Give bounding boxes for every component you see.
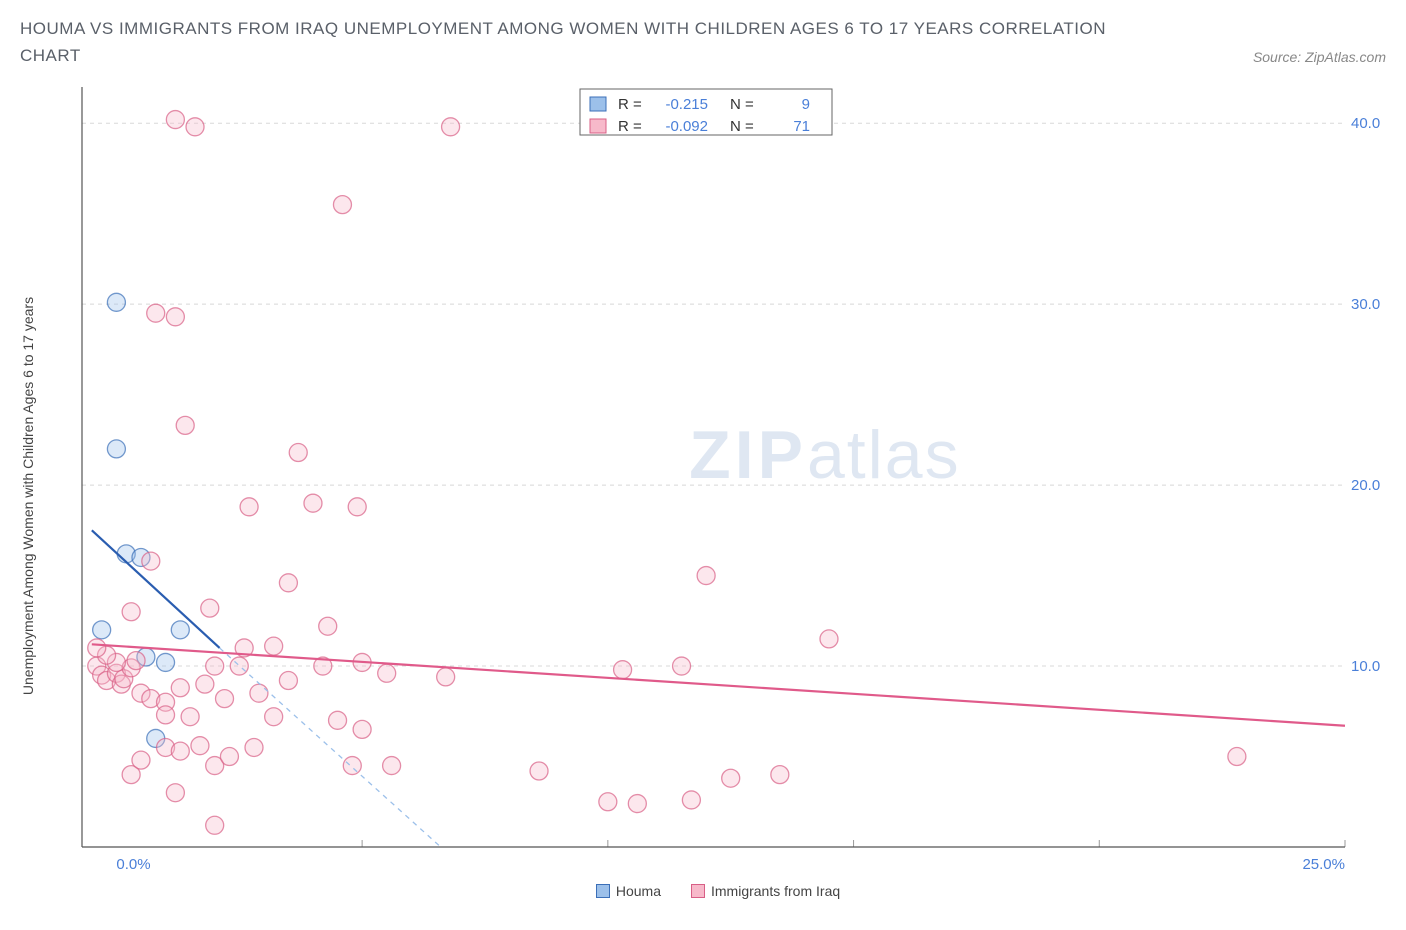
data-point [191,737,209,755]
data-point [614,661,632,679]
data-point [181,708,199,726]
data-point [230,657,248,675]
data-point [142,552,160,570]
data-point [122,603,140,621]
data-point [88,639,106,657]
data-point [93,621,111,639]
x-tick-label: 0.0% [116,856,150,873]
data-point [157,706,175,724]
bottom-legend: Houma Immigrants from Iraq [50,883,1386,899]
data-point [166,111,184,129]
data-point [378,665,396,683]
data-point [289,444,307,462]
data-point [771,766,789,784]
stats-n-label: N = [730,96,754,113]
source-label: Source: [1253,49,1305,65]
stats-r-label: R = [618,118,642,135]
data-point [171,679,189,697]
stats-r-value: -0.215 [665,96,708,113]
legend-swatch [596,884,610,898]
y-tick-label: 10.0% [1351,658,1380,675]
data-point [186,118,204,136]
data-point [333,196,351,214]
data-point [722,770,740,788]
y-tick-label: 20.0% [1351,477,1380,494]
legend-label: Immigrants from Iraq [711,883,840,899]
legend-item: Immigrants from Iraq [691,883,840,899]
source-name: ZipAtlas.com [1305,49,1386,65]
stats-r-value: -0.092 [665,118,708,135]
y-axis-label: Unemployment Among Women with Children A… [20,297,36,695]
data-point [147,305,165,323]
data-point [383,757,401,775]
scatter-chart: 10.0% 20.0% 30.0% 40.0% 0.0% 25.0% R = -0.215 N … [50,77,1380,877]
source-attribution: Source: ZipAtlas.com [1253,49,1386,69]
stats-n-value: 71 [793,118,810,135]
data-point [216,690,234,708]
stats-r-label: R = [618,96,642,113]
data-point [171,742,189,760]
data-point [820,630,838,648]
data-point [442,118,460,136]
data-point [250,685,268,703]
data-point [166,784,184,802]
data-point [673,657,691,675]
data-point [166,308,184,326]
data-point [329,712,347,730]
stats-n-value: 9 [802,96,810,113]
data-point [437,668,455,686]
data-point [107,294,125,312]
data-point [127,652,145,670]
data-point [279,672,297,690]
chart-container: Unemployment Among Women with Children A… [50,77,1386,899]
data-point [220,748,238,766]
data-point [1228,748,1246,766]
data-point [279,574,297,592]
data-point [682,791,700,809]
data-point [157,654,175,672]
data-point [107,440,125,458]
data-point [206,817,224,835]
data-point [599,793,617,811]
data-point [132,752,150,770]
legend-item: Houma [596,883,661,899]
data-point [201,600,219,618]
data-point [265,708,283,726]
stats-n-label: N = [730,118,754,135]
stats-swatch [590,119,606,133]
x-tick-label: 25.0% [1302,856,1345,873]
data-point [265,638,283,656]
data-point [343,757,361,775]
data-point [196,676,214,694]
legend-swatch [691,884,705,898]
data-point [353,721,371,739]
data-point [530,762,548,780]
data-point [697,567,715,585]
chart-title: HOUMA VS IMMIGRANTS FROM IRAQ UNEMPLOYME… [20,15,1120,69]
data-point [245,739,263,757]
y-tick-label: 40.0% [1351,116,1380,133]
data-point [240,498,258,516]
stats-swatch [590,97,606,111]
legend-label: Houma [616,883,661,899]
data-point [304,495,322,513]
header: HOUMA VS IMMIGRANTS FROM IRAQ UNEMPLOYME… [20,15,1386,69]
data-point [206,657,224,675]
data-point [176,417,194,435]
data-point [319,618,337,636]
y-tick-label: 30.0% [1351,297,1380,314]
data-point [171,621,189,639]
data-point [628,795,646,813]
data-point [348,498,366,516]
